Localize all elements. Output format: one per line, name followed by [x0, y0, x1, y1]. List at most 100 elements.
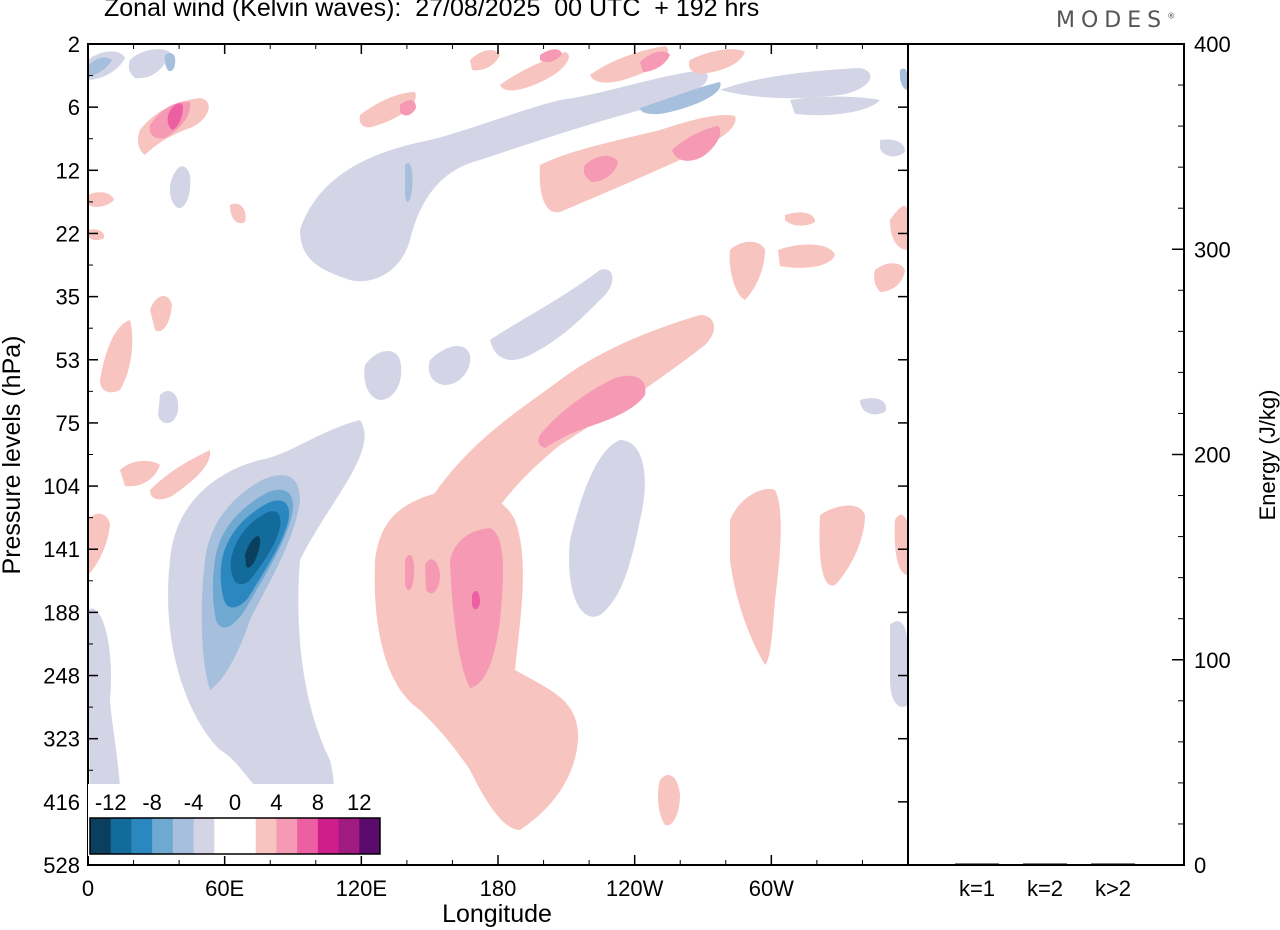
registered-mark-icon: ®	[1167, 11, 1176, 21]
pos-region-6f	[583, 155, 618, 182]
energy-bar	[1091, 863, 1135, 865]
pos-region	[88, 229, 105, 241]
y-tick-label: 53	[56, 348, 80, 373]
pos-region-6h	[400, 100, 416, 116]
pos-region	[230, 203, 246, 224]
pos-region	[359, 92, 416, 128]
neg-region	[169, 166, 191, 209]
x-tick-label: 60W	[749, 876, 794, 901]
y-axis-label: Pressure levels (hPa)	[0, 336, 26, 575]
pos-region	[150, 450, 211, 500]
pos-region	[657, 775, 680, 826]
pos-region	[88, 192, 114, 207]
colorbar-swatch	[317, 818, 340, 854]
y-tick-label: 2	[68, 32, 80, 57]
chart-title: Zonal wind (Kelvin waves): 27/08/2025 00…	[104, 0, 760, 22]
pos-region	[778, 244, 835, 268]
neg-region	[569, 440, 645, 617]
colorbar-swatch	[172, 818, 195, 854]
colorbar-label: 0	[229, 790, 241, 815]
neg-region-12	[245, 536, 261, 568]
modes-logo: MODES®	[1056, 8, 1175, 33]
energy-bar-label: k=2	[1027, 876, 1063, 901]
pos-region	[785, 212, 815, 226]
pos-region	[819, 505, 865, 586]
colorbar-label: 12	[347, 790, 371, 815]
colorbar-label: -8	[142, 790, 162, 815]
pos-region	[100, 320, 133, 393]
energy-bars: k=1 k=2 k>2	[955, 863, 1135, 901]
y-tick-label: 104	[43, 474, 80, 499]
y-tick-label: 6	[68, 95, 80, 120]
x-tick-label: 180	[480, 876, 517, 901]
neg-region	[300, 70, 708, 282]
energy-bar-label: k=1	[959, 876, 995, 901]
colorbar-label: -4	[184, 790, 204, 815]
neg-region	[364, 350, 402, 400]
negative-core	[88, 53, 721, 690]
x-tick-label: 0	[82, 876, 94, 901]
logo-text: MODES	[1056, 8, 1168, 33]
y-axis: 2 6 12 22 35 53 75 104 141 188 248 323 416 528	[43, 32, 908, 878]
pos-region	[688, 49, 745, 74]
hovmoller-field	[88, 46, 908, 851]
colorbar-swatch	[235, 818, 257, 854]
energy-bar	[955, 863, 999, 865]
pos-region	[120, 460, 160, 487]
y-tick-label: 12	[56, 158, 80, 183]
y-tick-label: 141	[43, 537, 80, 562]
colorbar-label: -12	[95, 790, 127, 815]
colorbar-swatch	[255, 818, 277, 854]
neg-region	[880, 139, 905, 157]
colorbar-swatch	[297, 818, 319, 854]
colorbar-swatch	[214, 818, 236, 854]
positive-core	[149, 49, 721, 688]
energy-tick-label: 0	[1194, 853, 1206, 878]
y-tick-label: 323	[43, 727, 80, 752]
x-axis-label: Longitude	[442, 900, 552, 928]
colorbar-swatch	[90, 818, 112, 854]
pos-region-6c	[425, 559, 440, 594]
neg-region	[428, 345, 471, 385]
colorbar-swatch	[359, 818, 381, 854]
pos-region-6e	[672, 126, 721, 161]
energy-bar	[1023, 863, 1067, 865]
pos-region-6i	[640, 51, 670, 72]
colorbar-swatch	[131, 818, 153, 854]
edge-blob	[899, 68, 908, 90]
colorbar-swatch	[110, 818, 132, 854]
pos-region	[890, 205, 908, 250]
energy-panel-frame	[907, 43, 1185, 866]
y-tick-label: 35	[56, 285, 80, 310]
y-tick-label: 75	[56, 411, 80, 436]
neg-region-4e	[164, 53, 176, 72]
x-axis: 0 60E 120E 180 120W 60W	[82, 44, 863, 901]
energy-axis-label: Energy (J/kg)	[1255, 390, 1280, 521]
x-tick-label: 120E	[336, 876, 387, 901]
pos-region	[150, 295, 172, 332]
colorbar-swatch	[152, 818, 174, 854]
colorbar-label: 8	[312, 790, 324, 815]
colorbar-swatch	[338, 818, 360, 854]
colorbar-label: 4	[270, 790, 282, 815]
pos-region	[894, 514, 908, 575]
colorbar-frame	[89, 817, 381, 855]
neg-region	[128, 49, 170, 79]
energy-tick-label: 400	[1194, 32, 1231, 57]
colorbar-swatch	[193, 818, 215, 854]
pos-region	[88, 513, 110, 575]
pos-region-8b	[167, 103, 183, 130]
pos-region	[729, 241, 765, 300]
edge-blobs	[899, 68, 908, 90]
y-tick-label: 416	[43, 790, 80, 815]
energy-bar-label: k>2	[1095, 876, 1131, 901]
neg-region	[490, 269, 613, 360]
pos-region-6d	[538, 375, 646, 448]
energy-tick-label: 300	[1194, 237, 1231, 262]
pos-region-6j	[540, 49, 562, 62]
y-tick-label: 22	[56, 221, 80, 246]
pos-region-6b	[405, 555, 415, 591]
y-tick-label: 188	[43, 600, 80, 625]
energy-tick-label: 100	[1194, 648, 1231, 673]
